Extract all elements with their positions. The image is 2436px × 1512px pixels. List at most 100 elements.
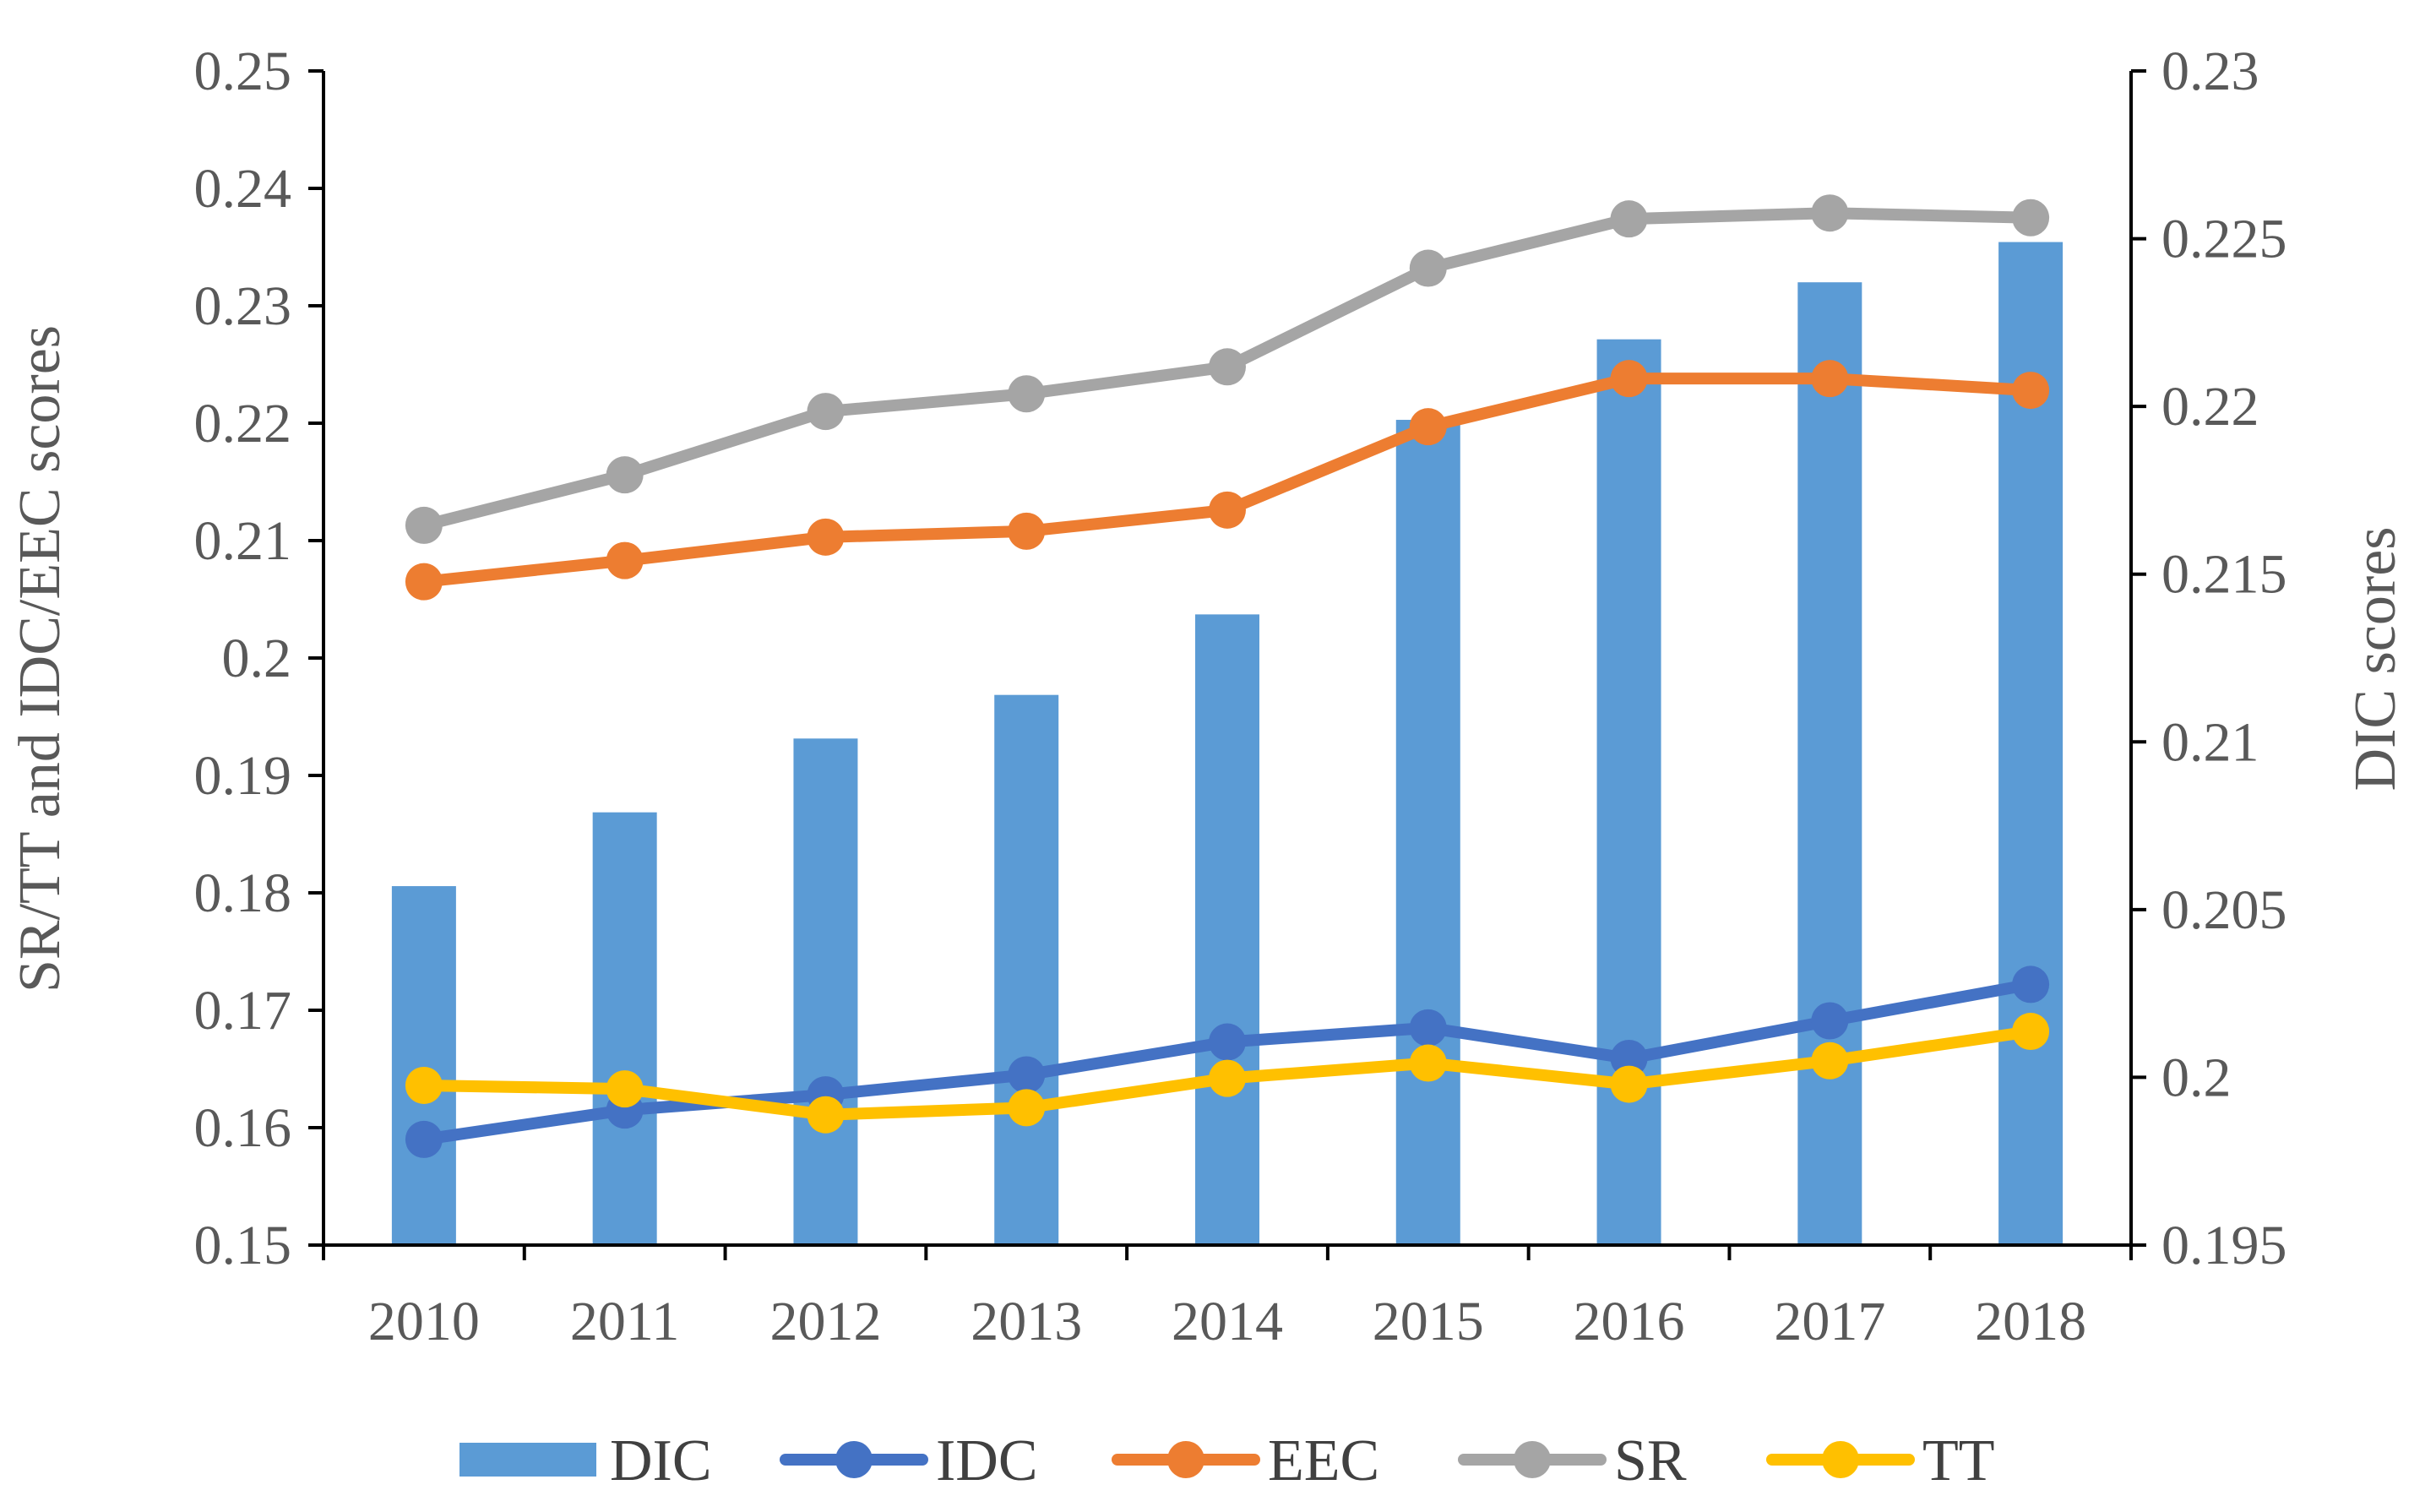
x-tick-label-2018: 2018 <box>1975 1291 2086 1352</box>
sr-point-2017 <box>1811 194 1849 232</box>
right-tick-label: 0.205 <box>2161 879 2287 941</box>
idc-point-2010 <box>405 1120 443 1158</box>
eec-point-2010 <box>405 563 443 601</box>
dic-bar-2012 <box>793 738 858 1245</box>
left-y-ticks: 0.15 0.16 0.17 0.18 0.19 0.2 0.21 0.22 0.23 0.24 0… <box>194 41 324 1276</box>
x-tick-label-2011: 2011 <box>570 1291 680 1352</box>
left-tick-label: 0.22 <box>194 393 292 454</box>
left-tick-label: 0.25 <box>194 41 292 102</box>
legend-label-eec: EEC <box>1268 1428 1379 1493</box>
legend-item-dic: DIC <box>459 1428 712 1493</box>
right-tick-label: 0.22 <box>2161 376 2259 438</box>
right-tick-label: 0.225 <box>2161 209 2287 270</box>
sr-point-2010 <box>405 506 443 544</box>
right-tick-label: 0.215 <box>2161 544 2287 606</box>
x-tick-label-2013: 2013 <box>971 1291 1082 1352</box>
tt-point-2013 <box>1008 1089 1046 1127</box>
dic-bar-2015 <box>1395 420 1460 1245</box>
idc-point-2014 <box>1209 1023 1246 1061</box>
legend-item-eec: EEC <box>1112 1428 1379 1493</box>
legend-item-sr: SR <box>1458 1428 1687 1493</box>
eec-point-2017 <box>1811 360 1849 398</box>
legend-swatch-marker <box>1822 1441 1859 1478</box>
tt-point-2010 <box>405 1066 443 1104</box>
dic-bar-2013 <box>994 694 1059 1245</box>
right-y-ticks: 0.195 0.2 0.205 0.21 0.215 0.22 0.225 0.23 <box>2131 41 2287 1276</box>
tt-point-2018 <box>2012 1013 2050 1051</box>
left-tick-label: 0.16 <box>194 1097 292 1159</box>
left-tick-label: 0.17 <box>194 980 292 1042</box>
x-tick-label-2014: 2014 <box>1172 1291 1283 1352</box>
sr-point-2012 <box>807 393 845 431</box>
dic-bar-2014 <box>1195 614 1259 1245</box>
x-tick-label-2017: 2017 <box>1774 1291 1885 1352</box>
sr-point-2011 <box>606 456 644 494</box>
legend-label-sr: SR <box>1614 1428 1687 1493</box>
axes: 0.15 0.16 0.17 0.18 0.19 0.2 0.21 0.22 0.23 0.24 0… <box>194 41 2287 1352</box>
series-sr <box>405 194 2050 544</box>
tt-point-2014 <box>1209 1059 1246 1097</box>
tt-point-2015 <box>1409 1044 1447 1082</box>
sr-point-2014 <box>1209 348 1246 386</box>
idc-point-2018 <box>2012 965 2050 1003</box>
dic-bar-2017 <box>1797 282 1862 1246</box>
sr-point-2013 <box>1008 375 1046 413</box>
right-tick-label: 0.21 <box>2161 711 2259 773</box>
left-axis-title: SR/TT and IDC/EEC scores <box>8 325 73 993</box>
idc-point-2013 <box>1008 1056 1046 1094</box>
dic-bar-2010 <box>391 886 456 1245</box>
legend-swatch-bar <box>459 1443 596 1477</box>
series-eec <box>405 360 2050 601</box>
legend-item-idc: IDC <box>780 1428 1038 1493</box>
left-tick-label: 0.21 <box>194 510 292 572</box>
line-series <box>405 194 2050 1158</box>
x-tick-label-2010: 2010 <box>368 1291 480 1352</box>
eec-line <box>417 373 2037 588</box>
legend-item-tt: TT <box>1766 1428 1995 1493</box>
tt-point-2016 <box>1610 1065 1648 1103</box>
dic-bar-2018 <box>1998 242 2064 1245</box>
sr-point-2016 <box>1610 200 1648 238</box>
idc-point-2016 <box>1610 1039 1648 1077</box>
series-tt <box>405 1013 2050 1134</box>
legend-swatch-marker <box>835 1441 873 1478</box>
x-ticks: 2010 2011 2012 2013 2014 2015 2016 2017 2018 <box>322 1245 2133 1352</box>
x-tick-label-2012: 2012 <box>769 1291 881 1352</box>
eec-point-2015 <box>1409 408 1447 446</box>
legend-label-idc: IDC <box>936 1428 1038 1493</box>
tt-point-2012 <box>807 1096 845 1134</box>
left-tick-label: 0.24 <box>194 158 292 220</box>
eec-point-2013 <box>1008 512 1046 550</box>
right-tick-label: 0.23 <box>2161 41 2259 102</box>
right-axis-title: DIC scores <box>2343 527 2408 791</box>
tt-point-2011 <box>606 1070 644 1108</box>
legend-label-tt: TT <box>1922 1428 1995 1493</box>
legend-swatch-marker <box>1514 1441 1551 1478</box>
tt-point-2017 <box>1811 1042 1849 1080</box>
left-tick-label: 0.15 <box>194 1215 292 1276</box>
left-tick-label: 0.18 <box>194 862 292 924</box>
legend-label-dic: DIC <box>610 1428 712 1493</box>
eec-point-2018 <box>2012 372 2050 410</box>
eec-point-2016 <box>1610 360 1648 398</box>
dic-bar-2011 <box>592 812 657 1245</box>
left-tick-label: 0.2 <box>222 628 292 689</box>
dic-bar-2016 <box>1596 339 1661 1245</box>
left-tick-label: 0.19 <box>194 745 292 807</box>
right-tick-label: 0.195 <box>2161 1215 2287 1276</box>
eec-point-2011 <box>606 541 644 579</box>
x-tick-label-2015: 2015 <box>1373 1291 1484 1352</box>
sr-point-2018 <box>2012 199 2050 237</box>
eec-point-2012 <box>807 518 845 556</box>
x-tick-label-2016: 2016 <box>1574 1291 1685 1352</box>
right-tick-label: 0.2 <box>2161 1047 2232 1108</box>
idc-point-2015 <box>1409 1009 1447 1047</box>
legend-swatch-marker <box>1167 1441 1204 1478</box>
eec-point-2014 <box>1209 491 1246 529</box>
sr-point-2015 <box>1409 249 1447 287</box>
dic-bars <box>391 242 2064 1246</box>
legend: DIC IDC EEC SR TT <box>459 1428 1995 1493</box>
idc-point-2017 <box>1811 1002 1849 1040</box>
